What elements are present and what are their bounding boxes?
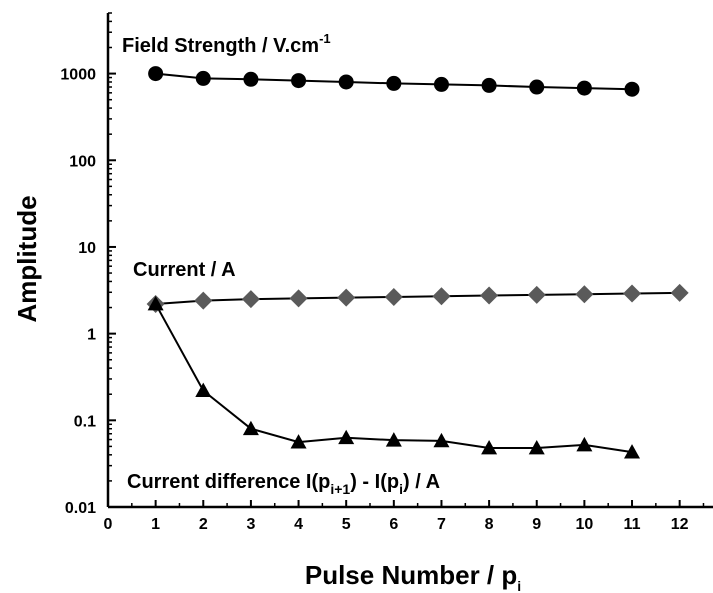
x-tick-label: 7 xyxy=(437,516,446,533)
x-tick-label: 2 xyxy=(199,516,208,533)
y-tick-label: 0.01 xyxy=(65,500,96,517)
x-tick-label: 9 xyxy=(532,516,541,533)
data-point-field xyxy=(577,81,592,96)
series-label-part: Field Strength / V.cm xyxy=(122,35,319,57)
data-point-field xyxy=(339,74,354,89)
y-tick-label: 100 xyxy=(69,153,96,170)
x-tick-label: 6 xyxy=(389,516,398,533)
x-tick-label: 3 xyxy=(246,516,255,533)
y-tick-label: 10 xyxy=(78,240,96,257)
x-axis-title-subscript: i xyxy=(517,578,521,593)
x-tick-label: 1 xyxy=(151,516,160,533)
x-tick-label: 12 xyxy=(671,516,689,533)
x-tick-label: 10 xyxy=(575,516,593,533)
series-label-part: -1 xyxy=(319,31,331,46)
series-label-current: Current / A xyxy=(133,259,236,281)
data-point-field xyxy=(243,72,258,87)
x-tick-label: 4 xyxy=(294,516,303,533)
data-point-field xyxy=(529,80,544,95)
series-label-field: Field Strength / V.cm-1 xyxy=(122,31,331,57)
x-tick-label: 8 xyxy=(485,516,494,533)
series-label-part: ) / A xyxy=(403,471,440,493)
data-point-field xyxy=(196,71,211,86)
data-point-field xyxy=(482,78,497,93)
y-tick-label: 1 xyxy=(87,327,96,344)
data-point-field xyxy=(386,76,401,91)
series-label-part: ) - I(p xyxy=(350,471,399,493)
data-point-field xyxy=(434,77,449,92)
data-point-field xyxy=(625,82,640,97)
y-axis-title: Amplitude xyxy=(12,195,42,322)
data-point-field xyxy=(291,73,306,88)
x-tick-label: 11 xyxy=(624,516,641,533)
y-tick-label: 1000 xyxy=(60,67,96,84)
data-point-field xyxy=(148,66,163,81)
y-tick-label: 0.1 xyxy=(74,413,96,430)
x-axis-title-main: Pulse Number / p xyxy=(305,560,517,590)
x-axis-title: Pulse Number / pi xyxy=(305,560,521,593)
series-label-part: i+1 xyxy=(330,481,350,497)
series-label-part: Current / A xyxy=(133,259,236,281)
x-tick-label: 5 xyxy=(342,516,351,533)
x-tick-label: 0 xyxy=(104,516,113,533)
series-label-part: Current difference I(p xyxy=(127,471,330,493)
